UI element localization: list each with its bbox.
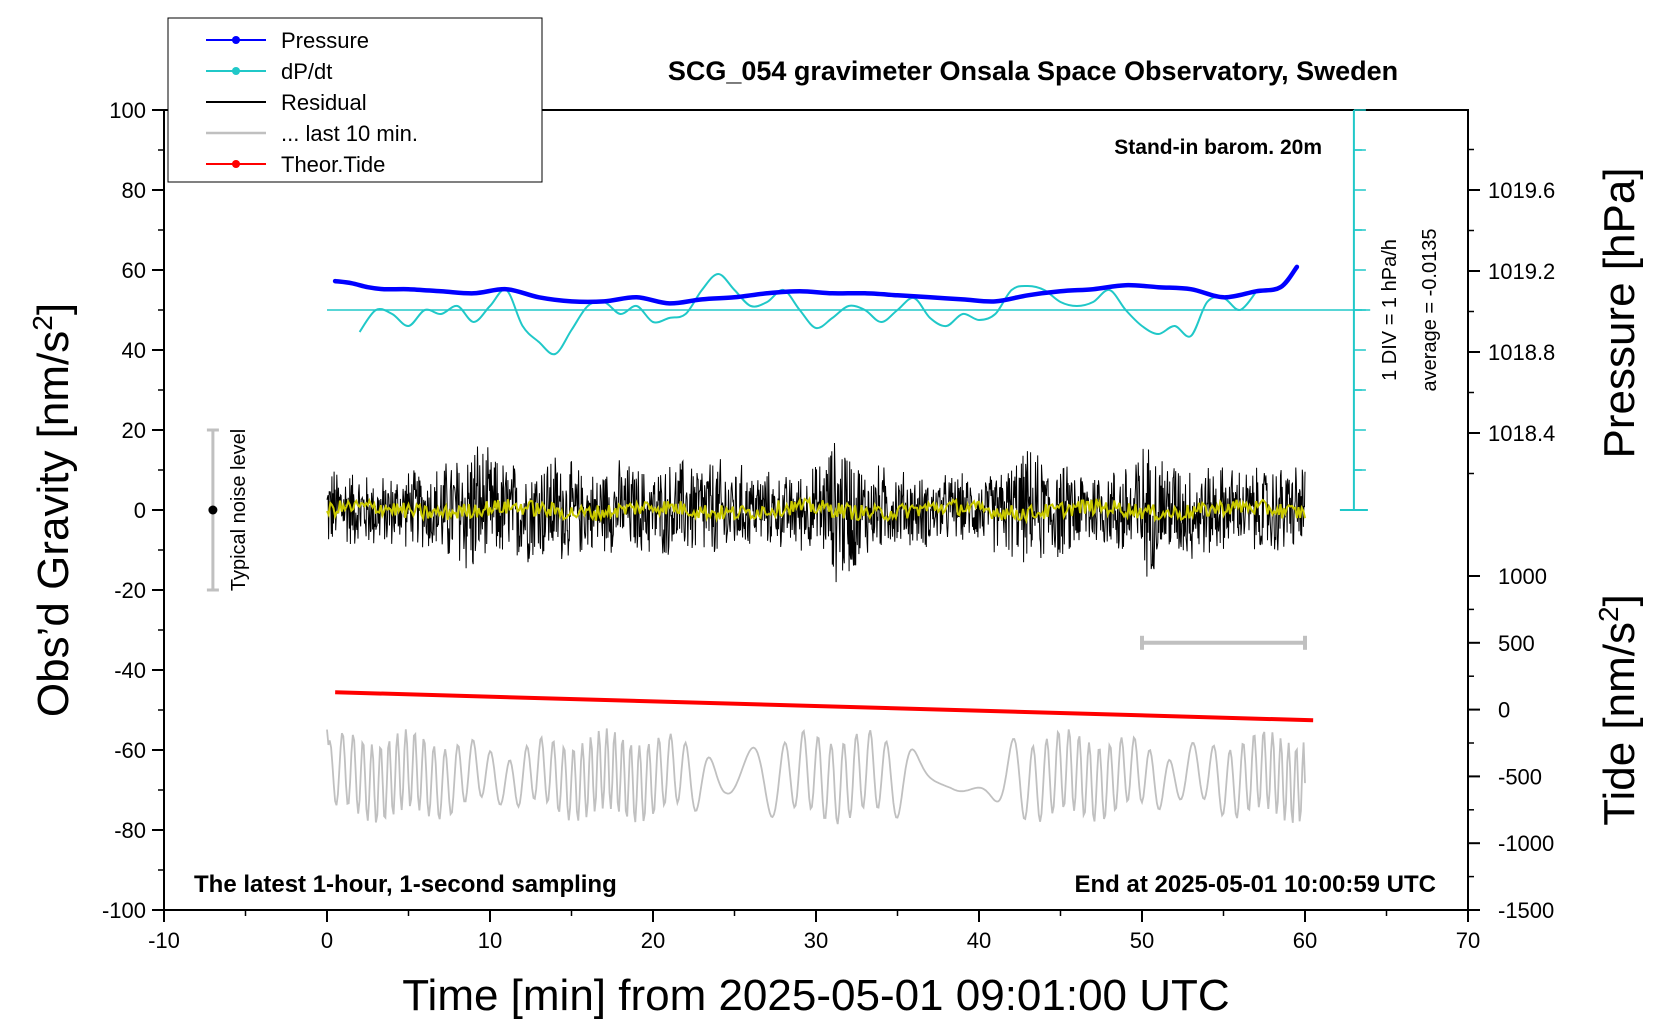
barometer-note: Stand-in barom. 20m [1114, 136, 1322, 159]
dpdt-scale-axis [1339, 109, 1368, 511]
gravity-tick-label: 60 [122, 258, 146, 283]
pressure-tick-label: 1019.6 [1488, 178, 1555, 203]
div-label: 1 DIV = 1 hPa/h [1379, 239, 1401, 381]
unit-exponent: 2 [1593, 606, 1624, 622]
x-tick-label: 70 [1456, 928, 1480, 953]
gravity-tick-label: -20 [114, 578, 146, 603]
series-layer [326, 264, 1371, 825]
legend-label: dP/dt [281, 59, 332, 84]
legend-marker [232, 36, 240, 44]
noise-bar-dot [208, 505, 218, 515]
sampling-note: The latest 1-hour, 1-second sampling [194, 871, 617, 898]
noise-label: Typical noise level [228, 429, 250, 591]
y-axis-title-gravity: Obs’d Gravity [nm/s2] [27, 303, 78, 717]
smoothed-residual-line [326, 495, 1306, 525]
legend-label: Pressure [281, 28, 369, 53]
legend-marker [232, 67, 240, 75]
legend-label: Residual [281, 90, 367, 115]
x-tick-label: 60 [1293, 928, 1317, 953]
tide-tick-label: 500 [1498, 631, 1535, 656]
y-axis-title-pressure: Pressure [hPa] [1595, 167, 1644, 458]
x-axis-title: Time [min] from 2025-05-01 09:01:00 UTC [402, 971, 1229, 1020]
legend-label: ... last 10 min. [281, 121, 418, 146]
legend-entry: Pressure [206, 28, 369, 53]
theoretical-tide-line [335, 690, 1314, 723]
end-time-note: End at 2025-05-01 10:00:59 UTC [1075, 871, 1437, 898]
pressure-tick-label: 1018.4 [1488, 421, 1555, 446]
last-10-min-bar [1140, 635, 1307, 650]
gravity-tick-label: -60 [114, 738, 146, 763]
legend-entry: ... last 10 min. [206, 121, 418, 146]
average-label: average = -0.0135 [1419, 229, 1441, 392]
tide-tick-label: 1000 [1498, 564, 1547, 589]
pressure-tick-label: 1018.8 [1488, 340, 1555, 365]
pressure-tick-label: 1019.2 [1488, 259, 1555, 284]
tide-tick-label: -1000 [1498, 831, 1554, 856]
legend-entry: Theor.Tide [206, 152, 385, 177]
gravity-tick-label: -100 [102, 898, 146, 923]
x-tick-label: 50 [1130, 928, 1154, 953]
last-10-min-line [326, 728, 1306, 825]
gravity-tick-label: -80 [114, 818, 146, 843]
x-tick-label: -10 [148, 928, 180, 953]
x-tick-label: 10 [478, 928, 502, 953]
x-tick-label: 0 [321, 928, 333, 953]
legend-entry: dP/dt [206, 59, 332, 84]
tide-tick-label: -1500 [1498, 898, 1554, 923]
tide-tick-label: -500 [1498, 764, 1542, 789]
gravity-tick-label: -40 [114, 658, 146, 683]
tick-layer: -10 0 10 20 30 40 50 60 70100806040200-20-40-60-… [102, 98, 1555, 953]
pressure-line [332, 264, 1300, 306]
y-axis-title-tide: Tide [nm/s2] [1593, 594, 1644, 826]
gravity-tick-label: 40 [122, 338, 146, 363]
tide-tick-label: 0 [1498, 698, 1510, 723]
annotation-layer [206, 109, 1368, 650]
chart-title: SCG_054 gravimeter Onsala Space Observat… [668, 56, 1398, 86]
legend-marker [232, 160, 240, 168]
noise-level-bar [206, 428, 219, 592]
legend-box [167, 17, 543, 183]
gravity-tick-label: 0 [134, 498, 146, 523]
legend-entries: Pressure dP/dt Residual ... last 10 min. The… [206, 28, 418, 177]
x-tick-label: 30 [804, 928, 828, 953]
legend-label: Theor.Tide [281, 152, 385, 177]
legend-entry: Residual [206, 90, 367, 115]
gravity-tick-label: 80 [122, 178, 146, 203]
x-tick-label: 40 [967, 928, 991, 953]
gravity-tick-label: 20 [122, 418, 146, 443]
x-tick-label: 20 [641, 928, 665, 953]
gravity-tick-label: 100 [109, 98, 146, 123]
unit-exponent: 2 [27, 315, 58, 331]
legend: Pressure dP/dt Residual ... last 10 min. The… [167, 17, 543, 183]
